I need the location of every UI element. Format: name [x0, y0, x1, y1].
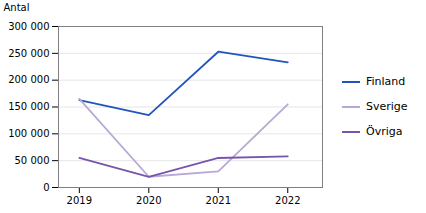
svg-text:2020: 2020 — [136, 195, 161, 206]
svg-text:150 000: 150 000 — [8, 101, 49, 112]
html-text:Finland: Finland — [366, 75, 406, 88]
svg-text:50 000: 50 000 — [15, 155, 50, 166]
svg-text:0: 0 — [43, 182, 49, 193]
svg-text:Antal: Antal — [4, 2, 30, 13]
html-text:Övriga: Övriga — [366, 125, 403, 138]
svg-text:250 000: 250 000 — [8, 48, 49, 59]
svg-text:2022: 2022 — [275, 195, 300, 206]
svg-text:100 000: 100 000 — [8, 128, 49, 139]
html-text:Sverige: Sverige — [366, 100, 408, 113]
svg-text:300 000: 300 000 — [8, 21, 49, 32]
svg-text:2021: 2021 — [206, 195, 231, 206]
svg-text:2019: 2019 — [67, 195, 92, 206]
svg-text:200 000: 200 000 — [8, 74, 49, 85]
